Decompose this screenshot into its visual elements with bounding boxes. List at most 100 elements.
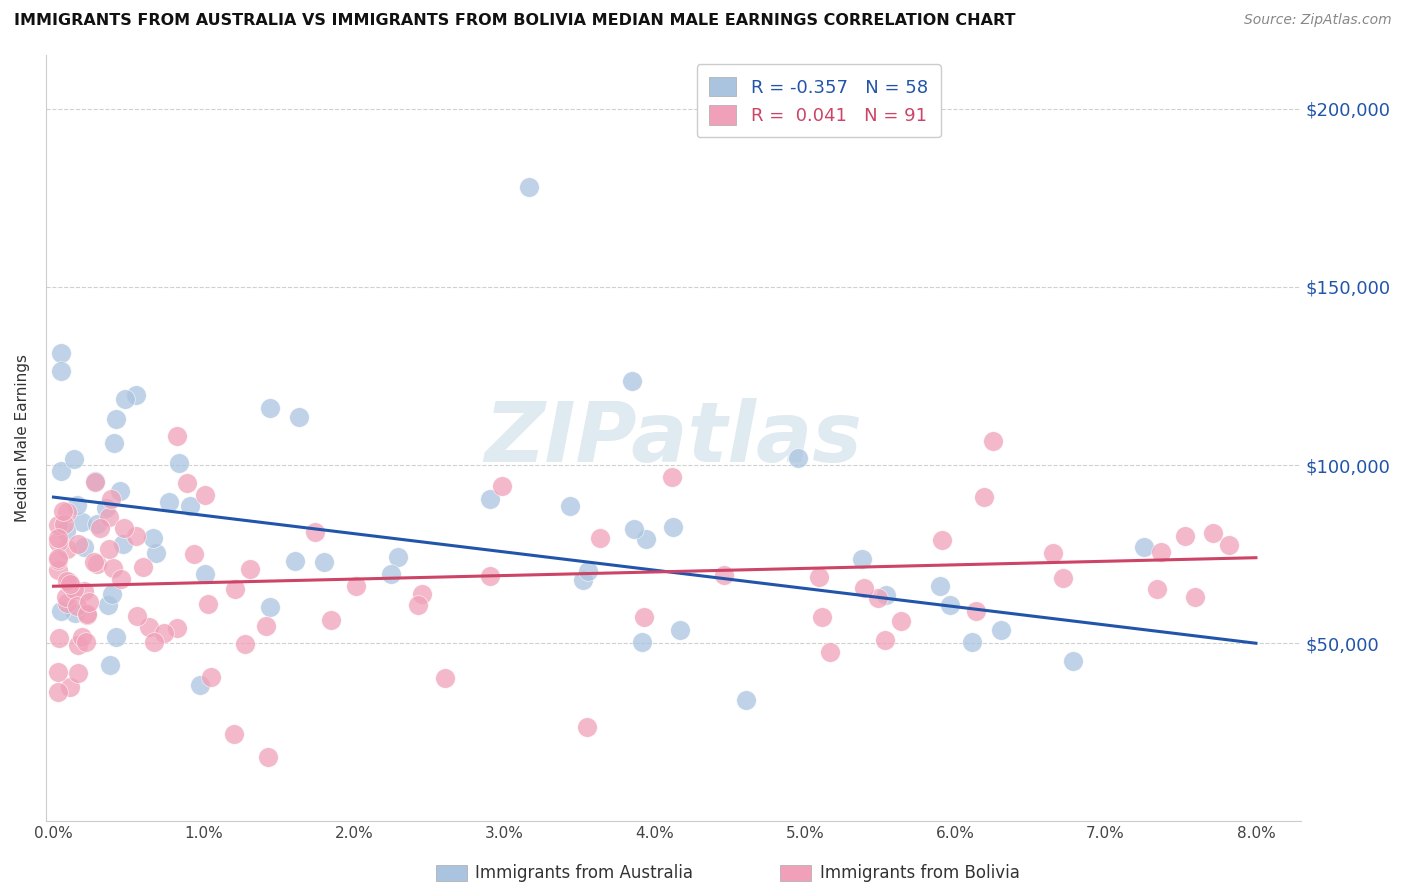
Point [84, 475, 107, 489]
Point [46, 563, 69, 577]
Point [166, 621, 188, 635]
Point [344, 579, 367, 593]
Point [105, 631, 128, 645]
Point [75, 635, 97, 649]
Point [818, 645, 841, 659]
Point [633, 609, 655, 624]
Point [179, 499, 201, 513]
Point [89, 521, 111, 535]
Point [98, 510, 121, 524]
Point [990, 623, 1012, 637]
Point [56, 596, 79, 610]
Point [713, 567, 735, 582]
Point [866, 591, 889, 605]
Point [73, 584, 96, 599]
Point [66, 498, 89, 512]
Point [851, 552, 873, 566]
Point [67, 537, 90, 551]
Point [254, 619, 277, 633]
Text: IMMIGRANTS FROM AUSTRALIA VS IMMIGRANTS FROM BOLIVIA MEDIAN MALE EARNINGS CORREL: IMMIGRANTS FROM AUSTRALIA VS IMMIGRANTS … [14, 13, 1015, 29]
Point [56, 542, 79, 557]
Point [49, 464, 72, 478]
Point [183, 547, 205, 561]
Point [86, 558, 108, 572]
Point [810, 609, 832, 624]
Point [103, 436, 125, 450]
Point [142, 634, 165, 648]
Point [46, 531, 69, 545]
Point [875, 588, 897, 602]
Point [153, 626, 176, 640]
Point [630, 634, 652, 648]
Point [928, 579, 950, 593]
Point [259, 600, 281, 615]
Text: Immigrants from Bolivia: Immigrants from Bolivia [820, 864, 1019, 882]
Point [46, 553, 69, 567]
Point [46, 551, 69, 566]
Point [1174, 529, 1197, 543]
Point [76, 607, 98, 622]
Point [138, 620, 160, 634]
Point [46, 684, 69, 698]
Point [49, 346, 72, 360]
Point [53, 516, 76, 531]
Point [194, 567, 217, 582]
Point [46, 665, 69, 679]
Point [224, 582, 246, 596]
Legend: R = -0.357   N = 58, R =  0.041   N = 91: R = -0.357 N = 58, R = 0.041 N = 91 [696, 64, 941, 137]
Point [852, 581, 875, 595]
Point [101, 587, 124, 601]
Text: Immigrants from Australia: Immigrants from Australia [475, 864, 693, 882]
Point [576, 564, 599, 578]
Point [48, 631, 70, 645]
Point [112, 521, 135, 535]
Y-axis label: Median Male Earnings: Median Male Earnings [15, 354, 30, 523]
Point [66, 639, 89, 653]
Point [256, 750, 278, 764]
Point [222, 726, 245, 740]
Point [479, 492, 502, 507]
Point [735, 693, 758, 707]
Point [434, 671, 457, 685]
Point [66, 665, 89, 680]
Point [86, 517, 108, 532]
Point [321, 613, 343, 627]
Point [965, 603, 987, 617]
Point [63, 452, 86, 467]
Point [1184, 590, 1206, 604]
Point [491, 479, 513, 493]
Point [125, 388, 148, 402]
Point [890, 614, 912, 628]
Point [52, 503, 75, 517]
Point [55, 574, 77, 589]
Point [1052, 571, 1074, 585]
Text: ZIPatlas: ZIPatlas [485, 398, 862, 479]
Point [636, 532, 658, 546]
Point [55, 590, 77, 604]
Point [572, 574, 595, 588]
Point [110, 572, 132, 586]
Point [100, 491, 122, 506]
Point [589, 531, 612, 545]
Point [479, 569, 502, 583]
Point [83, 555, 105, 569]
Point [97, 541, 120, 556]
Point [873, 633, 896, 648]
Point [558, 500, 581, 514]
Point [1146, 582, 1168, 597]
Point [48, 518, 70, 533]
Point [127, 609, 149, 624]
Point [387, 549, 409, 564]
Point [124, 528, 146, 542]
Point [46, 534, 69, 549]
Point [98, 658, 121, 673]
Point [66, 599, 89, 613]
Point [145, 546, 167, 560]
Point [110, 483, 132, 498]
Point [103, 561, 125, 575]
Point [97, 598, 120, 612]
Point [157, 495, 180, 509]
Point [49, 604, 72, 618]
Point [104, 411, 127, 425]
Point [669, 623, 692, 637]
